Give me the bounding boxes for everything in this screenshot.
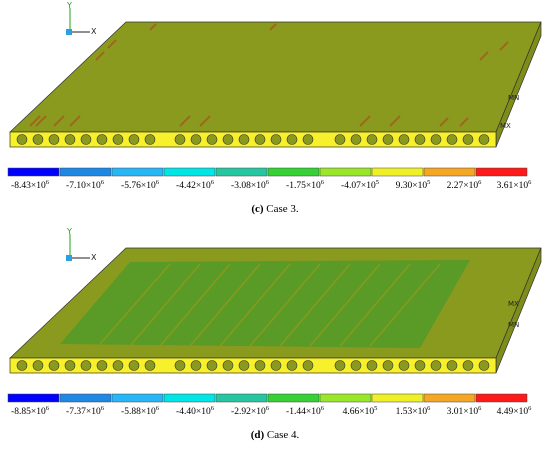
legend-tick: -7.10×106 bbox=[66, 179, 104, 192]
legend-swatch bbox=[111, 393, 164, 403]
legend-swatch bbox=[215, 167, 268, 177]
legend-swatch bbox=[59, 393, 112, 403]
legend-swatch bbox=[7, 167, 60, 177]
legend-swatch bbox=[423, 393, 476, 403]
legend-tick: -8.85×106 bbox=[11, 405, 49, 418]
legend-swatch bbox=[371, 167, 424, 177]
legend-tick: -7.37×106 bbox=[66, 405, 104, 418]
panel-c: Y X MN MX -8.43×106 -7.10×106 -5.76×106 … bbox=[0, 0, 550, 225]
color-legend-bar bbox=[7, 393, 528, 403]
legend-swatch bbox=[319, 393, 372, 403]
legend-swatch bbox=[163, 167, 216, 177]
figure-caption: (d) Case 4. bbox=[0, 429, 550, 441]
min-marker-label: MN bbox=[508, 94, 519, 102]
legend-swatch bbox=[7, 393, 60, 403]
legend-tick: -2.92×106 bbox=[231, 405, 269, 418]
legend-tick: -1.75×106 bbox=[286, 179, 324, 192]
legend-tick: -4.07×105 bbox=[341, 179, 379, 192]
axis-triad-d: Y X bbox=[66, 227, 97, 262]
legend-tick: 3.61×106 bbox=[496, 179, 532, 192]
panel-d: Y X MX MN -8.85×106 -7.37×106 -5.88×106 … bbox=[0, 226, 550, 451]
legend-tick: 4.66×105 bbox=[342, 405, 378, 418]
legend-swatch bbox=[475, 167, 528, 177]
max-marker-label: MX bbox=[508, 300, 519, 308]
legend-tick: -3.08×106 bbox=[231, 179, 269, 192]
legend-tick: 1.53×106 bbox=[395, 405, 431, 418]
legend-swatch bbox=[475, 393, 528, 403]
legend-tick: -4.42×106 bbox=[176, 179, 214, 192]
slab-model-d: Y X MX MN bbox=[7, 227, 542, 403]
axis-y-label: Y bbox=[66, 227, 72, 236]
legend-tick: 3.01×106 bbox=[446, 405, 482, 418]
legend-tick: 2.27×106 bbox=[446, 179, 482, 192]
legend-swatch bbox=[423, 167, 476, 177]
slab-model-c: Y X MN MX bbox=[7, 1, 542, 177]
legend-swatch bbox=[267, 393, 320, 403]
legend-tick: -4.40×106 bbox=[176, 405, 214, 418]
legend-tick: 4.49×106 bbox=[496, 405, 532, 418]
axis-y-label: Y bbox=[66, 1, 72, 10]
axis-triad-c: Y X bbox=[66, 1, 97, 36]
caption-letter: (d) bbox=[250, 429, 265, 441]
caption-text: Case 3. bbox=[266, 203, 299, 215]
legend-swatch bbox=[371, 393, 424, 403]
legend-tick: -5.76×106 bbox=[121, 179, 159, 192]
legend-tick: 9.30×105 bbox=[395, 179, 431, 192]
max-marker-label: MX bbox=[500, 122, 511, 130]
legend-tick: -8.43×106 bbox=[11, 179, 49, 192]
axis-x-label: X bbox=[91, 27, 97, 36]
legend-swatch bbox=[267, 167, 320, 177]
legend-tick: -5.88×106 bbox=[121, 405, 159, 418]
legend-swatch bbox=[319, 167, 372, 177]
min-marker-label: MN bbox=[508, 321, 519, 329]
figure-caption: (c) Case 3. bbox=[0, 203, 550, 215]
legend-tick: -1.44×106 bbox=[286, 405, 324, 418]
caption-letter: (c) bbox=[251, 203, 264, 215]
axis-x-label: X bbox=[91, 253, 97, 262]
color-legend-bar bbox=[7, 167, 528, 177]
legend-swatch bbox=[215, 393, 268, 403]
legend-swatch bbox=[163, 393, 216, 403]
legend-swatch bbox=[111, 167, 164, 177]
legend-swatch bbox=[59, 167, 112, 177]
caption-text: Case 4. bbox=[266, 429, 300, 441]
